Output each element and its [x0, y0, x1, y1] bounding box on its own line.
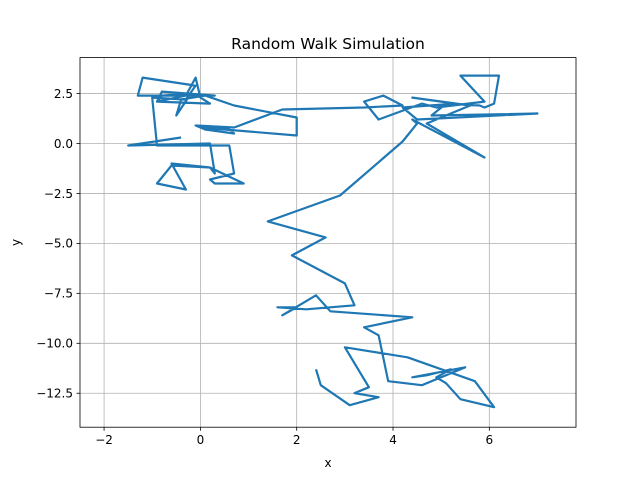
y-axis-ticks: 2.5 0.0 −2.5 −5.0 −7.5 −10.0 −12.5 [36, 87, 80, 401]
x-tick-label: 0 [197, 433, 205, 447]
x-tick-label: 4 [389, 433, 397, 447]
y-tick-label: −10.0 [36, 337, 73, 351]
y-tick-label: 2.5 [54, 87, 73, 101]
chart-title: Random Walk Simulation [231, 35, 425, 53]
x-tick-label: −2 [95, 433, 113, 447]
random-walk-line [127, 74, 539, 409]
y-axis-label: y [9, 239, 23, 246]
x-axis-ticks: −2 0 2 4 6 [95, 427, 493, 447]
series-group [127, 74, 539, 409]
y-tick-label: −2.5 [44, 187, 73, 201]
y-tick-label: −12.5 [36, 387, 73, 401]
y-tick-label: −7.5 [44, 287, 73, 301]
y-tick-label: 0.0 [54, 137, 73, 151]
x-tick-label: 2 [293, 433, 301, 447]
x-tick-label: 6 [486, 433, 494, 447]
axes-frame [79, 57, 577, 428]
x-axis-label: x [324, 456, 331, 470]
y-tick-label: −5.0 [44, 237, 73, 251]
